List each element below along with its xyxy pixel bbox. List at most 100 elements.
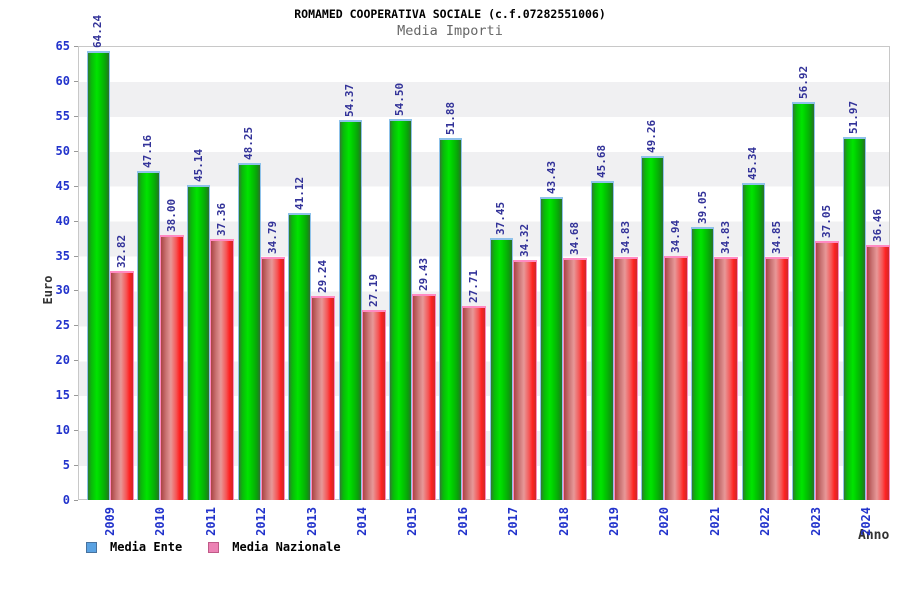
bar-media-ente — [741, 183, 765, 500]
bar-media-ente — [842, 137, 866, 500]
y-tick-label: 0 — [62, 493, 70, 507]
bar-value-label: 34.85 — [769, 220, 783, 254]
bar-media-nazionale — [210, 239, 235, 500]
x-tick-label: 2020 — [657, 507, 672, 536]
bar-value-label: 41.12 — [292, 176, 306, 210]
bar-value-label: 45.14 — [191, 148, 205, 182]
x-tick-label: 2012 — [254, 507, 269, 536]
bar-media-ente — [489, 238, 513, 500]
y-tick-mark — [74, 185, 78, 187]
bar-value-label: 45.68 — [595, 144, 608, 178]
bar-value-label: 34.32 — [517, 224, 531, 258]
legend-swatch-media-nazionale — [208, 541, 220, 553]
bar-media-nazionale — [613, 256, 638, 500]
y-tick-label: 60 — [55, 73, 70, 88]
bar-media-ente — [288, 212, 312, 500]
y-tick-label: 5 — [62, 458, 70, 473]
bar-media-ente — [136, 170, 160, 500]
y-tick-label: 55 — [55, 108, 70, 123]
bar-value-label: 56.92 — [796, 66, 810, 100]
y-tick-label: 15 — [55, 388, 70, 403]
bar-media-ente — [540, 196, 564, 500]
bar-media-nazionale — [311, 295, 336, 500]
y-tick-mark — [74, 360, 78, 362]
bar-media-nazionale — [361, 310, 386, 500]
bar-value-label: 27.19 — [366, 273, 380, 308]
x-tick-label: 2016 — [455, 507, 470, 536]
y-tick-mark — [74, 395, 78, 397]
bar-media-nazionale — [159, 234, 184, 500]
y-tick-label: 20 — [55, 353, 70, 368]
y-tick-label: 25 — [55, 318, 70, 333]
bar-media-ente — [691, 227, 715, 500]
x-tick-label: 2021 — [707, 507, 722, 536]
y-tick-mark — [74, 46, 78, 47]
x-tick-label: 2013 — [304, 507, 319, 536]
chart-subtitle: Media Importi — [397, 23, 503, 39]
bar-media-ente — [187, 184, 211, 500]
y-tick-label: 10 — [55, 423, 70, 438]
bar-media-ente — [338, 120, 362, 500]
legend: Media Ente Media Nazionale — [86, 540, 341, 554]
bar-value-label: 29.24 — [316, 259, 330, 293]
y-tick-mark — [74, 325, 78, 327]
legend-item-media-nazionale: Media Nazionale — [208, 540, 341, 554]
y-tick-mark — [74, 500, 78, 501]
bar-media-nazionale — [462, 306, 487, 500]
bar-value-label: 29.43 — [416, 258, 430, 292]
bar-media-nazionale — [714, 256, 739, 500]
chart-title: ROMAMED COOPERATIVA SOCIALE (c.f.0728255… — [294, 7, 606, 21]
bar-media-nazionale — [815, 241, 840, 500]
bar-media-nazionale — [109, 270, 134, 500]
y-tick-mark — [74, 115, 78, 117]
y-tick-mark — [74, 255, 78, 257]
legend-label: Media Ente — [110, 540, 183, 554]
bar-value-label: 39.05 — [695, 191, 709, 225]
bar-value-label: 43.43 — [544, 160, 558, 194]
bar-value-label: 34.83 — [719, 220, 733, 254]
bar-value-label: 51.97 — [847, 100, 860, 134]
bar-media-ente — [388, 119, 412, 500]
bar-value-label: 34.68 — [568, 221, 582, 255]
bar-value-label: 34.94 — [668, 219, 682, 253]
bar-value-label: 54.37 — [343, 84, 356, 118]
bar-media-ente — [237, 162, 261, 500]
x-tick-label: 2019 — [607, 507, 621, 536]
bar-value-label: 37.05 — [820, 205, 834, 239]
y-tick-mark — [74, 465, 78, 467]
x-tick-label: 2023 — [808, 507, 823, 536]
y-tick-label: 40 — [55, 213, 70, 228]
legend-label: Media Nazionale — [232, 540, 341, 554]
bar-value-label: 27.71 — [467, 270, 481, 304]
y-tick-label: 45 — [55, 178, 70, 193]
bar-media-nazionale — [563, 257, 588, 500]
legend-item-media-ente: Media Ente — [86, 540, 182, 554]
bar-media-nazionale — [764, 256, 789, 500]
y-tick-mark — [74, 80, 78, 82]
bar-value-label: 48.25 — [242, 126, 256, 160]
x-tick-label: 2022 — [758, 507, 773, 536]
bar-media-ente — [439, 137, 463, 500]
bar-media-ente — [86, 51, 110, 500]
bar-value-label: 49.26 — [645, 119, 659, 153]
bar-media-ente — [640, 155, 664, 500]
x-axis-title: Anno — [858, 528, 890, 543]
x-tick-label: 2014 — [355, 507, 369, 536]
x-tick-label: 2010 — [153, 507, 168, 536]
bar-value-label: 51.88 — [443, 101, 457, 135]
bar-value-label: 37.36 — [215, 202, 229, 237]
bar-value-label: 64.24 — [91, 15, 104, 49]
x-tick-label: 2015 — [405, 507, 420, 536]
y-tick-mark — [74, 290, 78, 292]
legend-swatch-media-ente — [86, 541, 97, 553]
y-tick-mark — [74, 150, 78, 152]
bar-media-nazionale — [411, 294, 436, 500]
bar-value-label: 32.82 — [114, 234, 128, 268]
y-tick-label: 30 — [55, 283, 70, 298]
bar-value-label: 38.00 — [164, 198, 178, 232]
x-tick-label: 2018 — [556, 507, 571, 536]
bar-media-nazionale — [260, 257, 285, 500]
y-tick-label: 65 — [55, 39, 70, 53]
bar-value-label: 45.34 — [746, 147, 760, 181]
